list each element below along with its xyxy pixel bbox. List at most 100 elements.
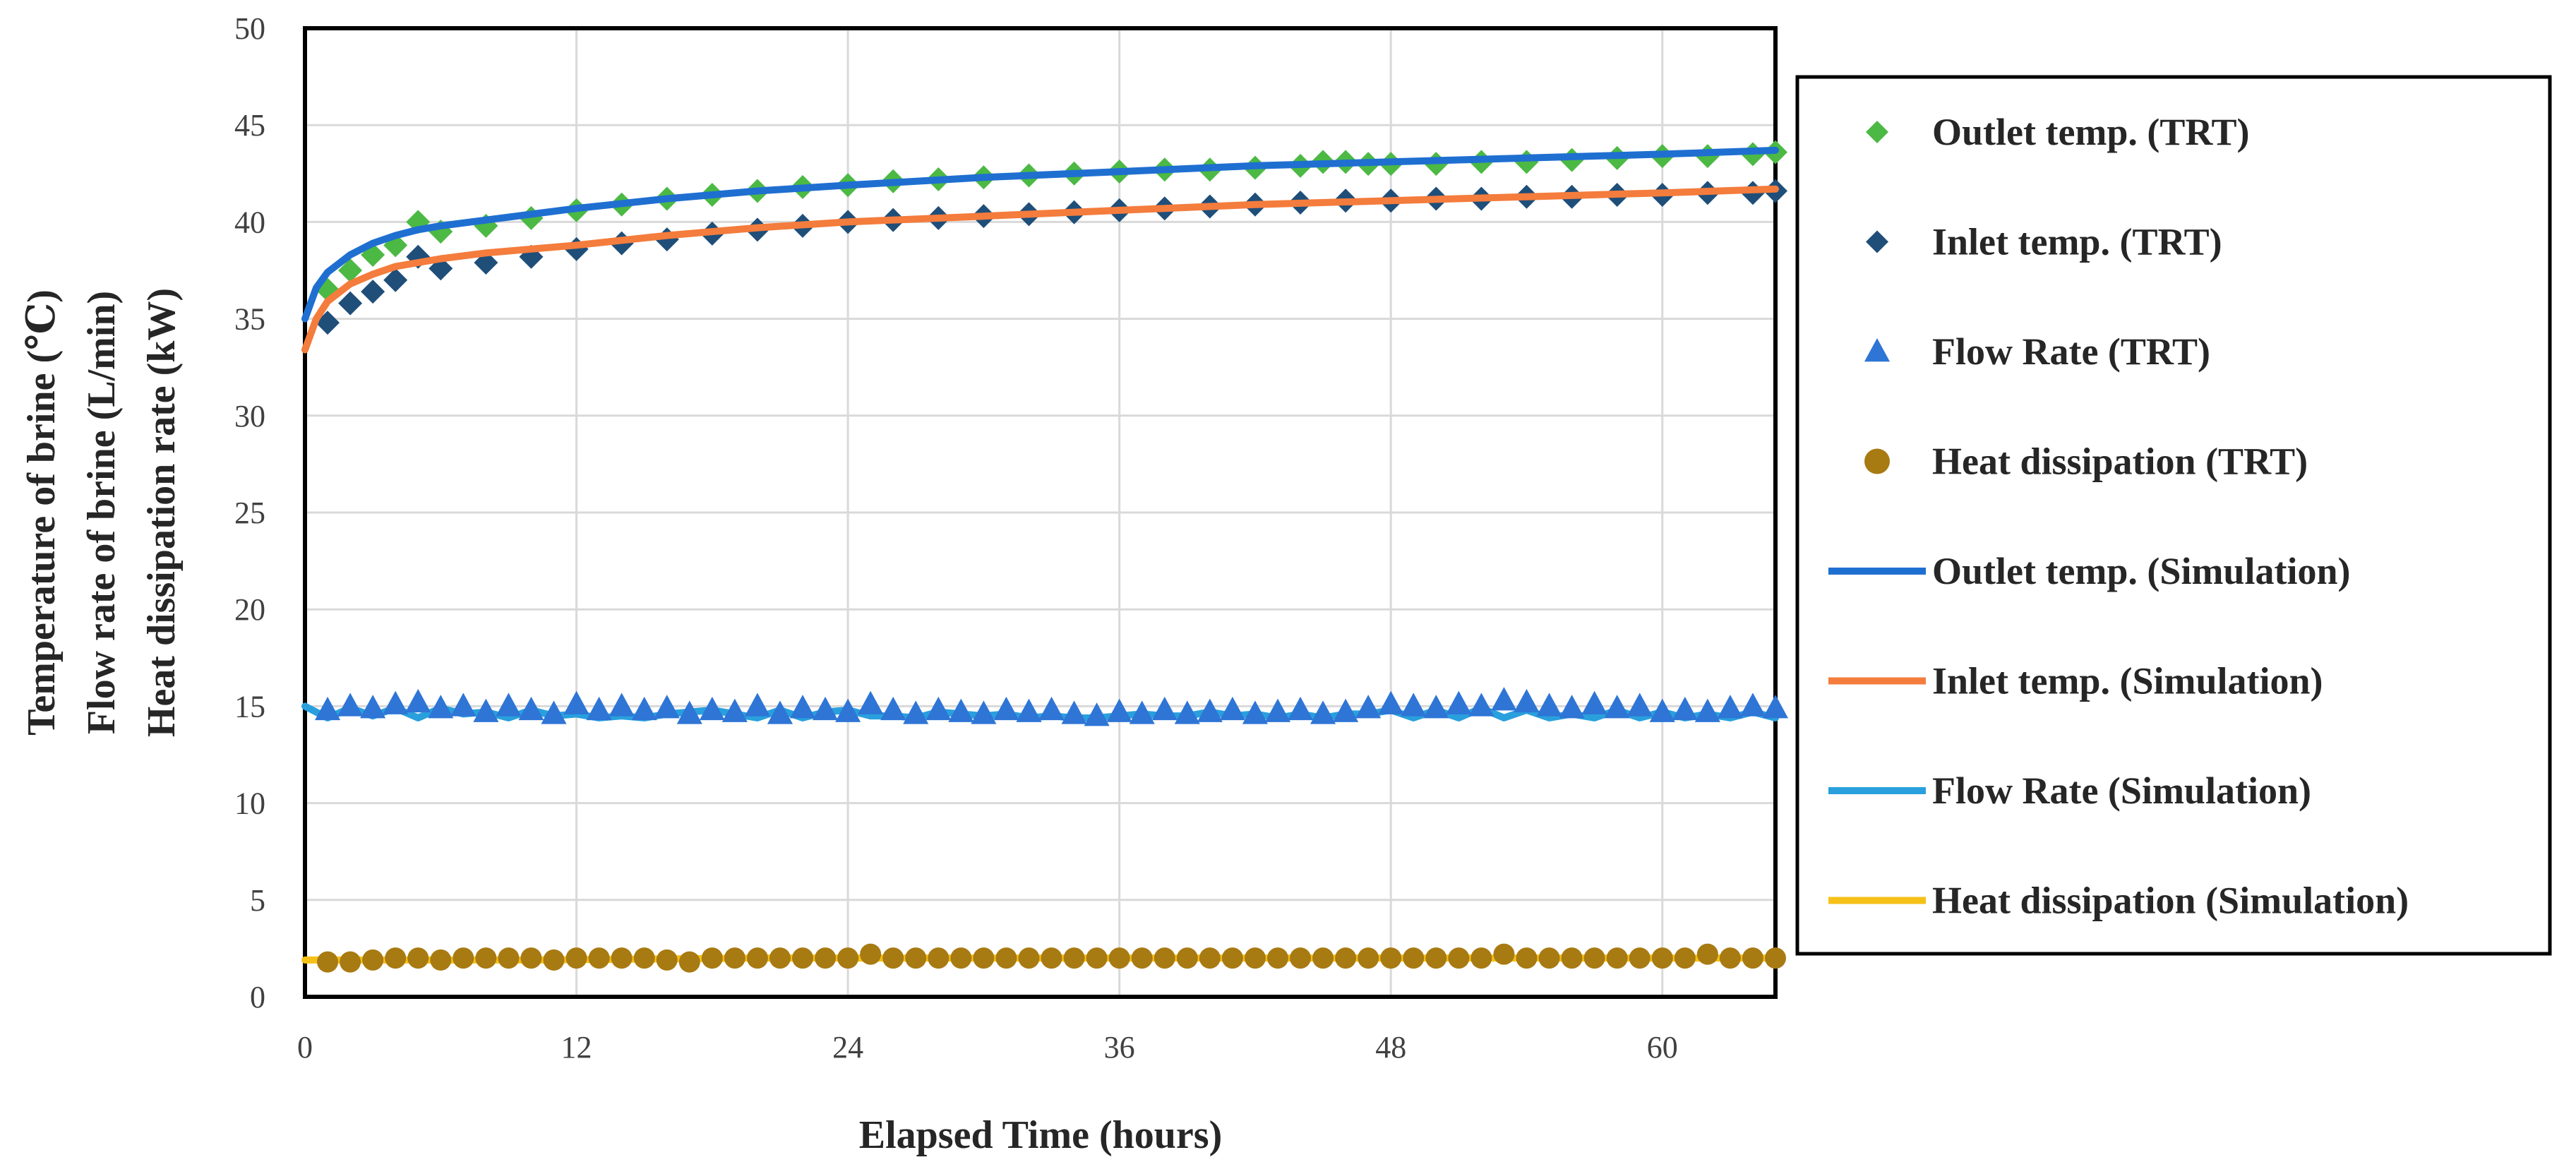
data-point-flow-rate-trt: [1581, 690, 1607, 714]
x-tick-label: 36: [1104, 1030, 1135, 1065]
data-point-heat-dissipation-trt: [588, 947, 610, 969]
y-tick-label: 30: [234, 399, 265, 433]
data-point-heat-dissipation-trt: [1086, 947, 1108, 969]
data-point-flow-rate-trt: [1287, 696, 1314, 721]
y-tick-label: 35: [234, 302, 265, 337]
data-point-flow-rate-trt: [880, 696, 906, 721]
data-point-heat-dissipation-trt: [565, 947, 587, 969]
data-point-flow-rate-trt: [676, 700, 702, 724]
data-point-heat-dissipation-trt: [1290, 947, 1312, 969]
data-point-heat-dissipation-trt: [1765, 947, 1786, 969]
data-point-flow-rate-trt: [1446, 690, 1472, 714]
data-point-flow-rate-trt: [631, 696, 657, 721]
legend-label: Heat dissipation (TRT): [1932, 441, 2308, 483]
data-point-flow-rate-trt: [1378, 690, 1404, 714]
y-tick-label: 5: [250, 883, 265, 918]
data-point-flow-rate-trt: [858, 690, 884, 714]
data-point-heat-dissipation-trt: [1516, 947, 1538, 969]
series-outlet-temp-simulation: [301, 146, 1779, 323]
data-point-heat-dissipation-trt: [1403, 947, 1425, 969]
series-heat-dissipation-trt: [317, 943, 1786, 973]
legend-swatch-marker: [1866, 230, 1888, 253]
legend-item-outlet-temp-trt: Outlet temp. (TRT): [1866, 111, 2250, 153]
data-point-flow-rate-trt: [1129, 700, 1155, 724]
data-point-heat-dissipation-trt: [1176, 947, 1198, 969]
legend-label: Outlet temp. (TRT): [1932, 111, 2250, 153]
legend-label: Flow Rate (TRT): [1932, 330, 2210, 373]
legend-label: Heat dissipation (Simulation): [1932, 880, 2409, 922]
data-point-flow-rate-trt: [1355, 695, 1382, 719]
data-point-heat-dissipation-trt: [950, 947, 972, 969]
data-point-flow-rate-trt: [1739, 693, 1766, 717]
data-point-flow-rate-trt: [1559, 695, 1585, 719]
x-tick-label: 48: [1375, 1030, 1406, 1065]
legend-label: Outlet temp. (Simulation): [1932, 550, 2350, 592]
data-point-heat-dissipation-trt: [1063, 947, 1085, 969]
data-point-flow-rate-trt: [813, 696, 839, 721]
data-point-heat-dissipation-trt: [656, 949, 678, 971]
data-point-flow-rate-trt: [767, 700, 793, 724]
y-tick-label: 45: [234, 108, 265, 143]
x-tick-labels: 0 12 24 36 48 60: [297, 1030, 1678, 1065]
y-axis-title-line-2: Flow rate of brine (L/min): [80, 291, 124, 734]
data-point-heat-dissipation-trt: [860, 943, 882, 965]
data-point-flow-rate-trt: [744, 693, 770, 717]
x-tick-label: 24: [832, 1030, 863, 1065]
legend-item-heat-dissipation-trt: Heat dissipation (TRT): [1864, 441, 2308, 483]
series-layer: [301, 140, 1789, 973]
data-point-heat-dissipation-trt: [1358, 947, 1379, 969]
data-point-heat-dissipation-trt: [1493, 943, 1515, 965]
plot-area-frame: [303, 26, 1778, 999]
data-point-flow-rate-trt: [1491, 687, 1517, 711]
data-point-flow-rate-trt: [699, 696, 725, 721]
data-point-flow-rate-trt: [1717, 695, 1743, 719]
data-point-heat-dissipation-trt: [1742, 947, 1763, 969]
legend: Outlet temp. (TRT) Inlet temp. (TRT) Flow …: [1828, 111, 2409, 922]
data-point-heat-dissipation-trt: [1244, 947, 1266, 969]
y-tick-label: 20: [234, 592, 265, 627]
data-point-flow-rate-trt: [563, 690, 589, 714]
data-point-heat-dissipation-trt: [475, 947, 497, 969]
data-point-flow-rate-trt: [1649, 698, 1675, 722]
data-point-heat-dissipation-trt: [1606, 947, 1628, 969]
data-point-heat-dissipation-trt: [520, 947, 542, 969]
data-point-flow-rate-trt: [1061, 700, 1087, 724]
data-point-flow-rate-trt: [1694, 698, 1720, 722]
legend-item-inlet-temp-trt: Inlet temp. (TRT): [1866, 221, 2222, 263]
data-point-heat-dissipation-trt: [1041, 947, 1062, 969]
legend-swatch-marker: [1866, 121, 1888, 143]
data-point-heat-dissipation-trt: [498, 947, 520, 969]
data-point-heat-dissipation-trt: [837, 947, 859, 969]
data-point-heat-dissipation-trt: [973, 947, 995, 969]
data-point-heat-dissipation-trt: [1448, 947, 1470, 969]
data-point-heat-dissipation-trt: [1154, 947, 1175, 969]
data-point-flow-rate-trt: [1627, 693, 1653, 717]
series-flow-rate-trt: [314, 687, 1789, 726]
data-point-flow-rate-trt: [314, 696, 341, 721]
data-point-flow-rate-trt: [1264, 698, 1291, 722]
data-point-flow-rate-trt: [925, 696, 952, 721]
data-point-flow-rate-trt: [1536, 693, 1562, 717]
data-point-heat-dissipation-trt: [385, 947, 407, 969]
data-point-flow-rate-trt: [360, 695, 386, 719]
data-point-flow-rate-trt: [450, 693, 477, 717]
gridlines: [305, 28, 1775, 997]
data-point-heat-dissipation-trt: [340, 951, 361, 973]
data-point-flow-rate-trt: [654, 695, 680, 719]
data-point-flow-rate-trt: [1514, 688, 1540, 713]
data-point-flow-rate-trt: [1038, 696, 1065, 721]
data-point-flow-rate-trt: [789, 695, 816, 719]
data-point-heat-dissipation-trt: [317, 951, 339, 973]
data-point-flow-rate-trt: [1468, 693, 1494, 717]
data-point-heat-dissipation-trt: [453, 947, 474, 969]
data-point-heat-dissipation-trt: [882, 947, 904, 969]
legend-item-flow-rate-trt: Flow Rate (TRT): [1864, 330, 2210, 373]
y-axis-title-line-3: Heat dissipation rate (kW): [140, 288, 184, 737]
data-point-flow-rate-trt: [428, 695, 454, 719]
data-point-flow-rate-trt: [337, 693, 364, 717]
data-point-heat-dissipation-trt: [543, 949, 565, 971]
data-point-heat-dissipation-trt: [1221, 947, 1243, 969]
y-tick-label: 50: [234, 11, 265, 46]
data-point-heat-dissipation-trt: [995, 947, 1017, 969]
